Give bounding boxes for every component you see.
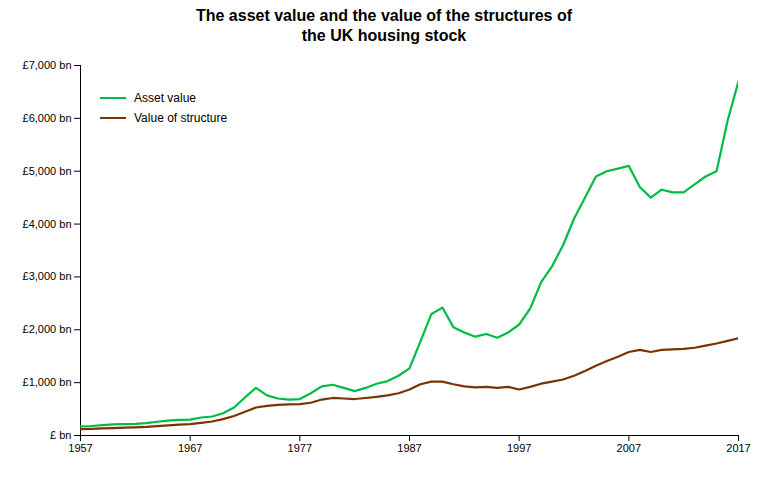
svg-text:£6,000 bn: £6,000 bn xyxy=(23,112,72,124)
svg-text:1977: 1977 xyxy=(288,442,312,454)
html-text:The asset value and the value: The asset value and the value of the str… xyxy=(195,7,572,44)
svg-text:1997: 1997 xyxy=(507,442,531,454)
html-text:Asset value: Asset value xyxy=(134,91,196,105)
svg-text:2007: 2007 xyxy=(617,442,641,454)
svg-text:£3,000 bn: £3,000 bn xyxy=(23,270,72,282)
svg-text:£2,000 bn: £2,000 bn xyxy=(23,323,72,335)
svg-text:£ bn: £ bn xyxy=(50,429,71,441)
svg-text:£1,000 bn: £1,000 bn xyxy=(23,376,72,388)
svg-text:£4,000 bn: £4,000 bn xyxy=(23,218,72,230)
svg-text:£7,000 bn: £7,000 bn xyxy=(23,59,72,71)
svg-text:2017: 2017 xyxy=(726,442,750,454)
svg-text:1957: 1957 xyxy=(68,442,92,454)
html-text:Value of structure: Value of structure xyxy=(134,111,228,125)
svg-text:1987: 1987 xyxy=(397,442,421,454)
svg-text:£5,000 bn: £5,000 bn xyxy=(23,165,72,177)
svg-text:1967: 1967 xyxy=(178,442,202,454)
